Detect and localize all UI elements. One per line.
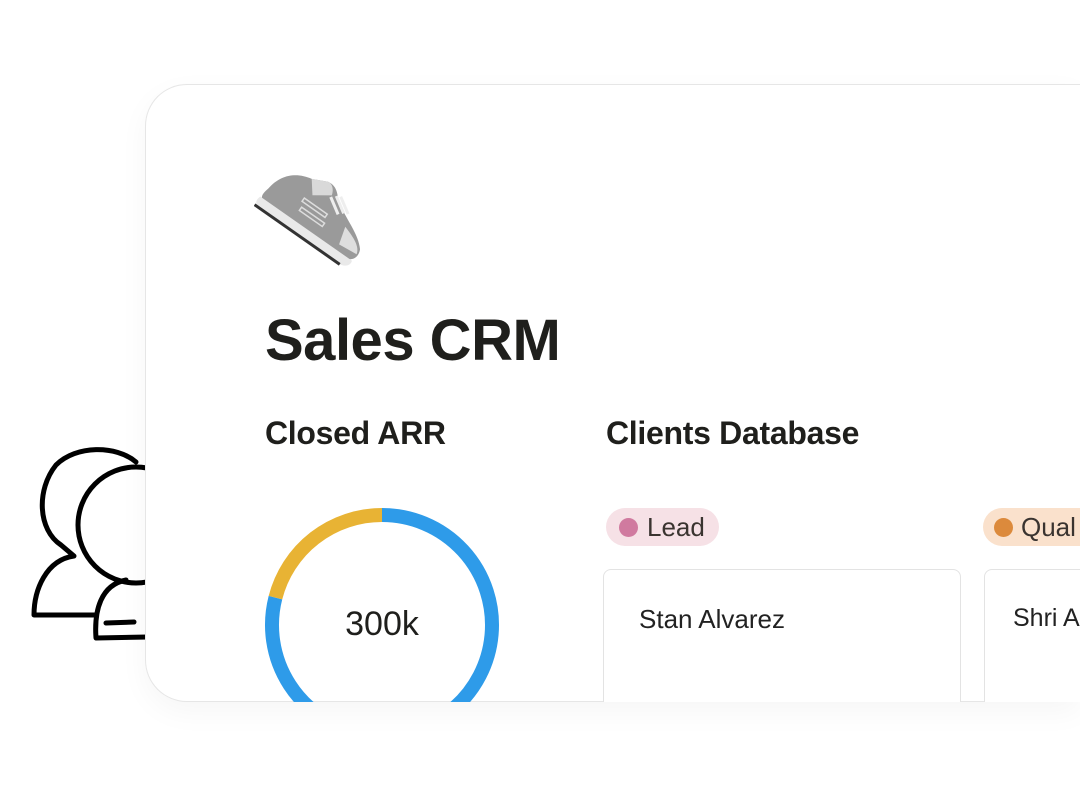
status-label: Lead (647, 511, 705, 542)
status-badge-lead[interactable]: Lead (606, 508, 719, 546)
closed-arr-heading: Closed ARR (265, 415, 446, 451)
status-label: Qual (1021, 511, 1076, 542)
status-dot (619, 517, 638, 537)
closed-arr-value: 300k (345, 605, 419, 643)
client-card[interactable]: Stan Alvarez (603, 569, 961, 702)
client-name: Shri A (1013, 604, 1080, 632)
client-card[interactable]: Shri A (984, 569, 1080, 702)
closed-arr-donut (265, 508, 499, 702)
donut-segment-1 (268, 508, 383, 600)
status-dot (994, 517, 1013, 537)
page-title: Sales CRM (265, 308, 561, 373)
client-name: Stan Alvarez (639, 604, 785, 634)
crm-page-card: Sales CRM Closed ARR Clients Database 30… (145, 84, 1080, 702)
clients-database-heading: Clients Database (606, 415, 860, 451)
sneaker-icon (254, 175, 361, 266)
status-badge-qualified[interactable]: Qual (983, 508, 1080, 546)
donut-segment-0 (265, 508, 499, 702)
